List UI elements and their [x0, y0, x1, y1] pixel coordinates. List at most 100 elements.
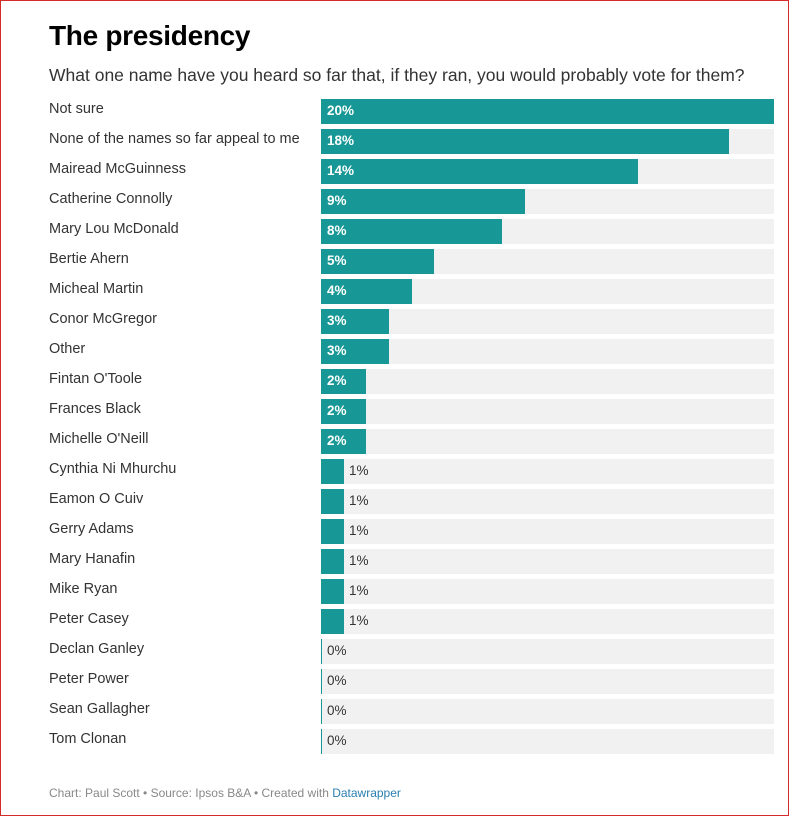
category-label: Mary Hanafin [49, 551, 136, 567]
category-label: Tom Clonan [49, 731, 127, 747]
category-label: Declan Ganley [49, 641, 145, 657]
value-label: 5% [327, 253, 347, 268]
bar-track: 18% [321, 129, 774, 154]
bar-row: Declan Ganley 0% [49, 639, 774, 664]
category-label: Micheal Martin [49, 281, 144, 297]
bar-track: 1% [321, 609, 774, 634]
bar [321, 399, 366, 424]
value-label: 18% [327, 133, 355, 148]
bar-row: Peter Casey 1% [49, 609, 774, 634]
value-label: 20% [327, 103, 355, 118]
bar-row: Eamon O Cuiv 1% [49, 489, 774, 514]
bar-track: 1% [321, 459, 774, 484]
bar-track: 4% [321, 279, 774, 304]
bar-row: Other 3% [49, 339, 774, 364]
bar-row: Micheal Martin 4% [49, 279, 774, 304]
value-label: 9% [327, 193, 347, 208]
bar [321, 159, 638, 184]
bar [321, 129, 729, 154]
bar-row: Cynthia Ni Mhurchu 1% [49, 459, 774, 484]
bar-row: Mary Hanafin 1% [49, 549, 774, 574]
bar-track: 8% [321, 219, 774, 244]
bar-track: 1% [321, 549, 774, 574]
category-label: Mairead McGuinness [49, 161, 186, 177]
bar-row: Mairead McGuinness 14% [49, 159, 774, 184]
value-label: 1% [349, 553, 369, 568]
bar-track: 3% [321, 339, 774, 364]
bar [321, 519, 344, 544]
bar [321, 369, 366, 394]
category-label: Conor McGregor [49, 311, 157, 327]
category-label: Mike Ryan [49, 581, 118, 597]
category-label: Gerry Adams [49, 521, 134, 537]
category-label: Other [49, 341, 86, 357]
category-label: Michelle O'Neill [49, 431, 149, 447]
bar-track: 20% [321, 99, 774, 124]
bar-track: 0% [321, 729, 774, 754]
bar-row: Sean Gallagher 0% [49, 699, 774, 724]
bar-track: 2% [321, 429, 774, 454]
chart-subtitle: What one name have you heard so far that… [49, 65, 745, 85]
value-label: 4% [327, 283, 347, 298]
bar-row: Catherine Connolly 9% [49, 189, 774, 214]
bar [321, 489, 344, 514]
bar-row: Tom Clonan 0% [49, 729, 774, 754]
bar-track: 1% [321, 519, 774, 544]
category-label: Cynthia Ni Mhurchu [49, 461, 177, 477]
value-label: 8% [327, 223, 347, 238]
value-label: 0% [327, 703, 347, 718]
bar [321, 579, 344, 604]
value-label: 3% [327, 343, 347, 358]
bar [321, 459, 344, 484]
value-label: 14% [327, 163, 355, 178]
category-label: Mary Lou McDonald [49, 221, 179, 237]
category-label: Peter Casey [49, 611, 129, 627]
bar-track: 0% [321, 669, 774, 694]
value-label: 0% [327, 733, 347, 748]
bar-row: Mike Ryan 1% [49, 579, 774, 604]
category-label: None of the names so far appeal to me [49, 131, 300, 147]
value-label: 1% [349, 613, 369, 628]
category-label: Not sure [49, 101, 104, 117]
bar-track: 0% [321, 639, 774, 664]
category-label: Sean Gallagher [49, 701, 150, 717]
bar-row: Bertie Ahern 5% [49, 249, 774, 274]
bar-row: Peter Power 0% [49, 669, 774, 694]
category-label: Frances Black [49, 401, 141, 417]
bar-row: Conor McGregor 3% [49, 309, 774, 334]
value-label: 0% [327, 643, 347, 658]
bar [321, 639, 322, 664]
bar [321, 279, 412, 304]
bar [321, 219, 502, 244]
bar [321, 699, 322, 724]
bar-row: Mary Lou McDonald 8% [49, 219, 774, 244]
value-label: 1% [349, 523, 369, 538]
bar [321, 339, 389, 364]
bar-track: 1% [321, 489, 774, 514]
category-label: Eamon O Cuiv [49, 491, 144, 507]
bar-track: 14% [321, 159, 774, 184]
bar [321, 609, 344, 634]
chart-footer: Chart: Paul Scott • Source: Ipsos B&A • … [49, 786, 401, 800]
category-label: Fintan O'Toole [49, 371, 143, 387]
bar [321, 729, 322, 754]
bar-row: None of the names so far appeal to me 18% [49, 129, 774, 154]
bar-row: Gerry Adams 1% [49, 519, 774, 544]
bar-row: Michelle O'Neill 2% [49, 429, 774, 454]
value-label: 2% [327, 373, 347, 388]
bar-track: 9% [321, 189, 774, 214]
value-label: 1% [349, 493, 369, 508]
bar [321, 549, 344, 574]
category-label: Catherine Connolly [49, 191, 173, 207]
footer-credit: Chart: Paul Scott • Source: Ipsos B&A • … [49, 786, 333, 800]
bar [321, 309, 389, 334]
bar-track: 0% [321, 699, 774, 724]
category-label: Peter Power [49, 671, 129, 687]
bar-track: 1% [321, 579, 774, 604]
bar [321, 669, 322, 694]
bar-row: Not sure 20% [49, 99, 774, 124]
datawrapper-link[interactable]: Datawrapper [332, 786, 401, 800]
category-label: Bertie Ahern [49, 251, 129, 267]
bar-row: Frances Black 2% [49, 399, 774, 424]
